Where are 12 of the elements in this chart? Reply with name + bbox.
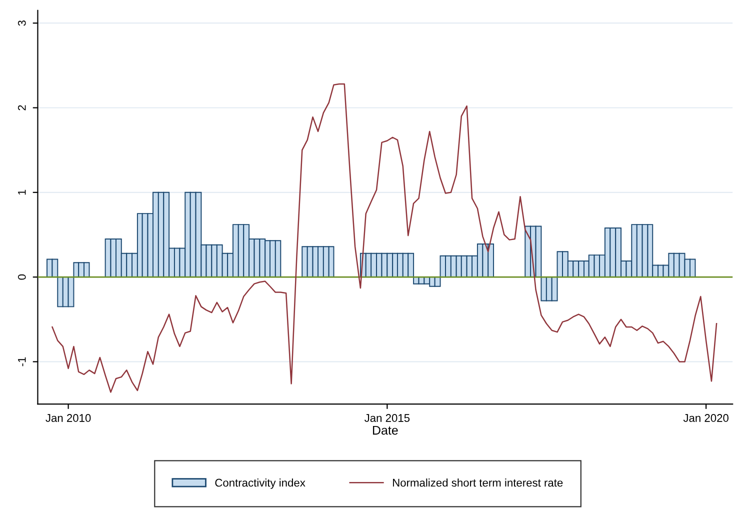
x-tick-label: Jan 2015 <box>364 414 410 422</box>
x-axis-title: Date <box>372 426 398 435</box>
x-tick-label: Jan 2020 <box>683 414 728 422</box>
y-tick-label: 3 <box>18 20 26 26</box>
line-series <box>52 83 718 393</box>
x-tick-label: Jan 2010 <box>46 414 91 422</box>
y-tick-label: -1 <box>18 357 26 366</box>
y-tick-label: 1 <box>18 190 26 195</box>
legend-label: Contractivity index <box>215 478 306 489</box>
y-tick-label: 0 <box>18 274 26 280</box>
legend-label: Normalized short term interest rate <box>393 478 563 487</box>
y-tick-label: 2 <box>18 105 26 110</box>
